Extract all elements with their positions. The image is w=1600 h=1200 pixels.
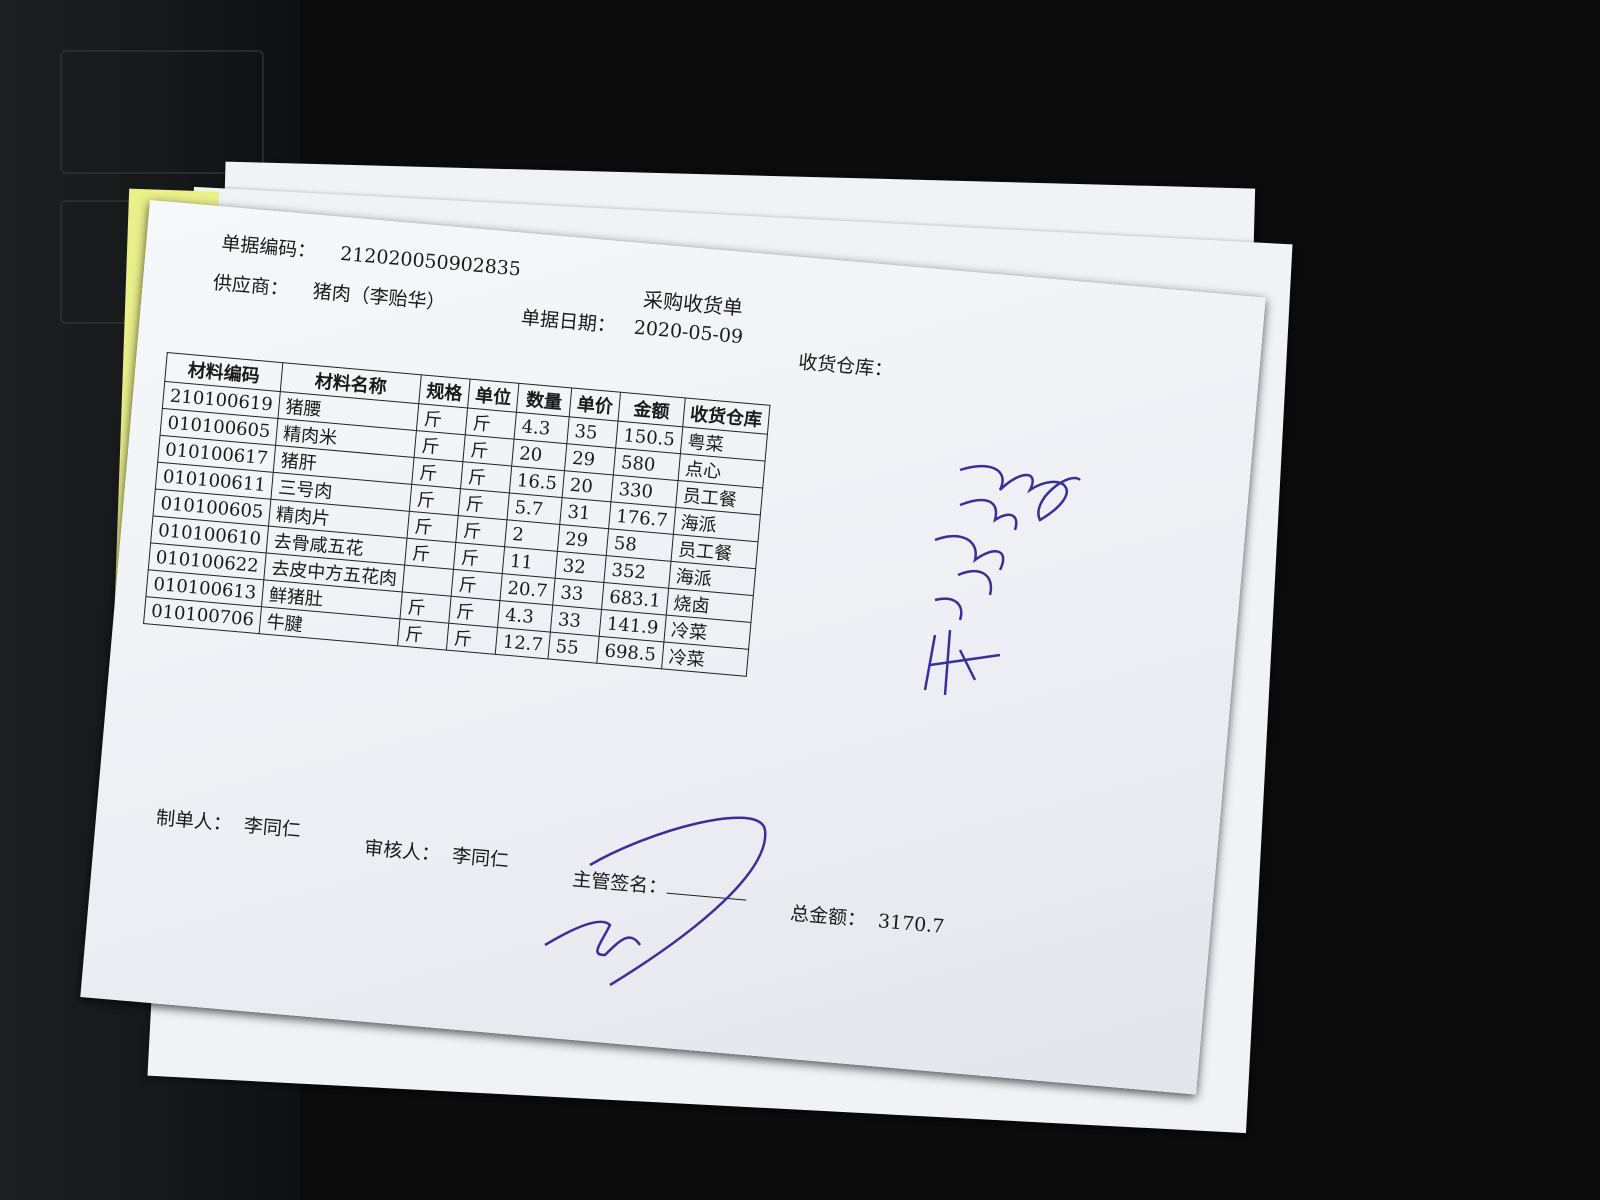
table-cell: 31: [559, 497, 612, 529]
field: 制单人： 李同仁: [155, 803, 302, 843]
table-cell: 698.5: [596, 636, 664, 669]
field-label: 总金额：: [789, 902, 867, 932]
field: 收货仓库：: [797, 347, 894, 382]
column-header: 数量: [516, 383, 572, 417]
table-cell: 斤: [460, 461, 512, 493]
items-table: 材料编码 材料名称 规格 单位 数量 单价 金额 收货仓库 210100619 猪腰斤斤 4.3 35…: [143, 352, 770, 677]
field-label: 供应商：: [212, 271, 290, 301]
table-cell: 32: [555, 551, 607, 583]
table-cell: 斤: [462, 434, 515, 467]
receipt: 单据编码： 212020050902835 供应商： 猪肉（李贻华） 采购收货单…: [80, 200, 1266, 1095]
table-cell: 斤: [451, 569, 503, 601]
field-value: 李同仁: [451, 844, 510, 872]
table-cell: 12.7: [495, 627, 551, 659]
field: 供应商： 猪肉（李贻华）: [212, 268, 447, 315]
table-cell: 斤: [407, 511, 459, 543]
field-label: 单据日期：: [520, 306, 617, 338]
table-cell: 斤: [446, 623, 498, 655]
table-cell: 斤: [411, 457, 463, 489]
table-cell: [402, 565, 454, 597]
table-cell: 斤: [414, 430, 466, 462]
table-cell: 33: [550, 605, 602, 637]
table-cell: 斤: [400, 591, 452, 624]
table-cell: 斤: [409, 484, 461, 516]
table-cell: 斤: [458, 488, 510, 520]
field: 主管签名：: [571, 864, 748, 906]
field: 总金额： 3170.7: [789, 899, 945, 939]
field: 审核人： 李同仁: [363, 833, 510, 873]
field-label: 主管签名：: [571, 868, 669, 899]
table-cell: 29: [564, 443, 616, 475]
table-cell: 斤: [448, 596, 501, 628]
field-value: 212020050902835: [339, 242, 522, 281]
table-cell: 斤: [453, 542, 505, 574]
field-value: 3170.7: [877, 910, 946, 938]
column-header: 单位: [467, 379, 520, 413]
field-label: 收货仓库：: [797, 351, 894, 382]
table-cell: 斤: [465, 407, 517, 440]
table-cell: 斤: [404, 538, 456, 570]
field-label: 制单人：: [155, 806, 233, 836]
table-cell: 20: [562, 470, 614, 502]
field-label: 单据编码：: [220, 232, 318, 263]
field-value: 猪肉（李贻华）: [311, 280, 447, 315]
binder-slot: [60, 50, 264, 174]
table-cell: 55: [548, 632, 600, 664]
field-value: 李同仁: [242, 814, 302, 842]
table-cell: 29: [557, 524, 609, 556]
table-cell: 斤: [397, 618, 449, 651]
field-label: 审核人：: [363, 837, 442, 866]
table-cell: 33: [552, 578, 605, 610]
table-cell: 斤: [455, 515, 508, 547]
table-cell: 35: [566, 416, 619, 449]
field-value: 2020-05-09: [632, 316, 744, 349]
column-header: 规格: [418, 374, 471, 408]
table-cell: 斤: [416, 403, 468, 435]
column-header: 单价: [569, 387, 621, 422]
